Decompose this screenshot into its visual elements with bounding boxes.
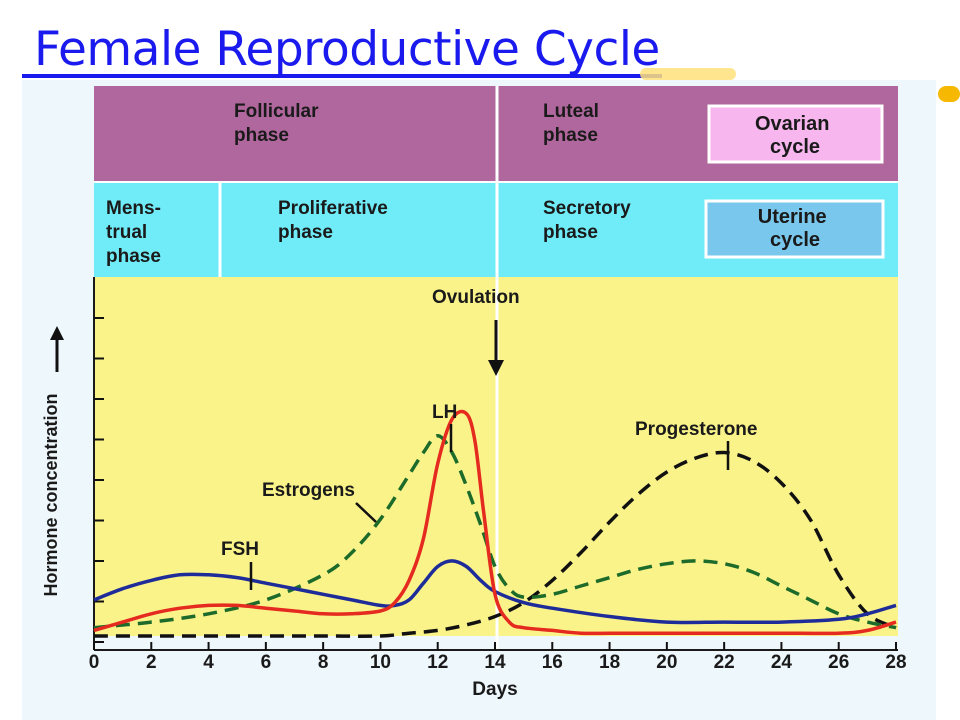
ovarian-cycle-label: Ovarian cycle	[755, 113, 835, 158]
progesterone-line	[94, 450, 897, 638]
decorative-stripe	[640, 68, 736, 80]
decorative-stripe-end	[938, 86, 960, 102]
x-tick-label: 24	[771, 652, 793, 673]
fsh-label: FSH	[221, 539, 259, 560]
y-axis-arrow	[50, 326, 64, 372]
ovarian-cycle-box	[707, 104, 884, 164]
x-tick-label: 20	[656, 652, 677, 673]
x-tick-label: 22	[714, 652, 735, 673]
x-axis-ticks	[93, 642, 897, 650]
x-tick-labels: 0 2 4 6 8 10 12 14 16 18 20 22 24 26 28	[89, 652, 907, 673]
x-tick-label: 12	[427, 652, 448, 673]
y-axis-ticks	[94, 317, 104, 643]
x-tick-label: 28	[885, 652, 906, 673]
x-tick-label: 2	[146, 652, 157, 673]
secretory-label: Secretory phase	[543, 198, 636, 243]
x-axis-label: Days	[472, 679, 517, 700]
x-tick-label: 16	[542, 652, 563, 673]
follicular-label: Follicular phase	[234, 101, 324, 146]
x-tick-label: 6	[261, 652, 272, 673]
ovulation-arrow	[488, 320, 504, 376]
x-tick-label: 10	[370, 652, 391, 673]
x-tick-label: 26	[828, 652, 849, 673]
estrogens-leader	[355, 502, 377, 523]
x-tick-label: 0	[89, 652, 100, 673]
x-tick-label: 18	[599, 652, 620, 673]
x-tick-label: 4	[203, 652, 214, 673]
lh-label: LH	[432, 402, 457, 423]
y-axis-label: Hormone concentration	[41, 393, 61, 596]
fsh-line	[93, 559, 897, 625]
lh-line	[93, 409, 897, 636]
progesterone-label: Progesterone	[635, 419, 757, 440]
x-tick-label: 14	[484, 652, 506, 673]
menstrual-label: Mens- trual phase	[106, 198, 166, 267]
uterine-cycle-box	[704, 199, 885, 259]
ovulation-label: Ovulation	[432, 287, 520, 308]
luteal-label: Luteal phase	[543, 101, 604, 146]
slide-title: Female Reproductive Cycle	[34, 22, 660, 77]
proliferative-label: Proliferative phase	[278, 198, 393, 243]
uterine-cycle-label: Uterine cycle	[758, 206, 832, 251]
title-underline	[22, 74, 662, 78]
x-tick-label: 8	[318, 652, 329, 673]
estrogens-label: Estrogens	[262, 480, 355, 501]
